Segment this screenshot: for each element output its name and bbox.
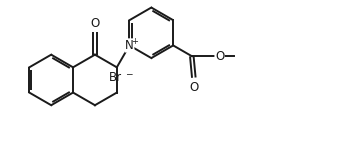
Text: O: O bbox=[90, 17, 99, 30]
Text: O: O bbox=[215, 50, 224, 63]
Text: O: O bbox=[189, 81, 199, 94]
Text: +: + bbox=[131, 37, 138, 46]
Text: Br: Br bbox=[108, 71, 121, 84]
Text: N: N bbox=[125, 39, 134, 52]
Text: −: − bbox=[125, 70, 133, 79]
